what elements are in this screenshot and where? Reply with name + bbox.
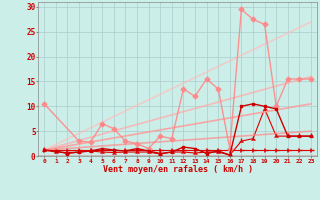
- X-axis label: Vent moyen/en rafales ( km/h ): Vent moyen/en rafales ( km/h ): [103, 165, 252, 174]
